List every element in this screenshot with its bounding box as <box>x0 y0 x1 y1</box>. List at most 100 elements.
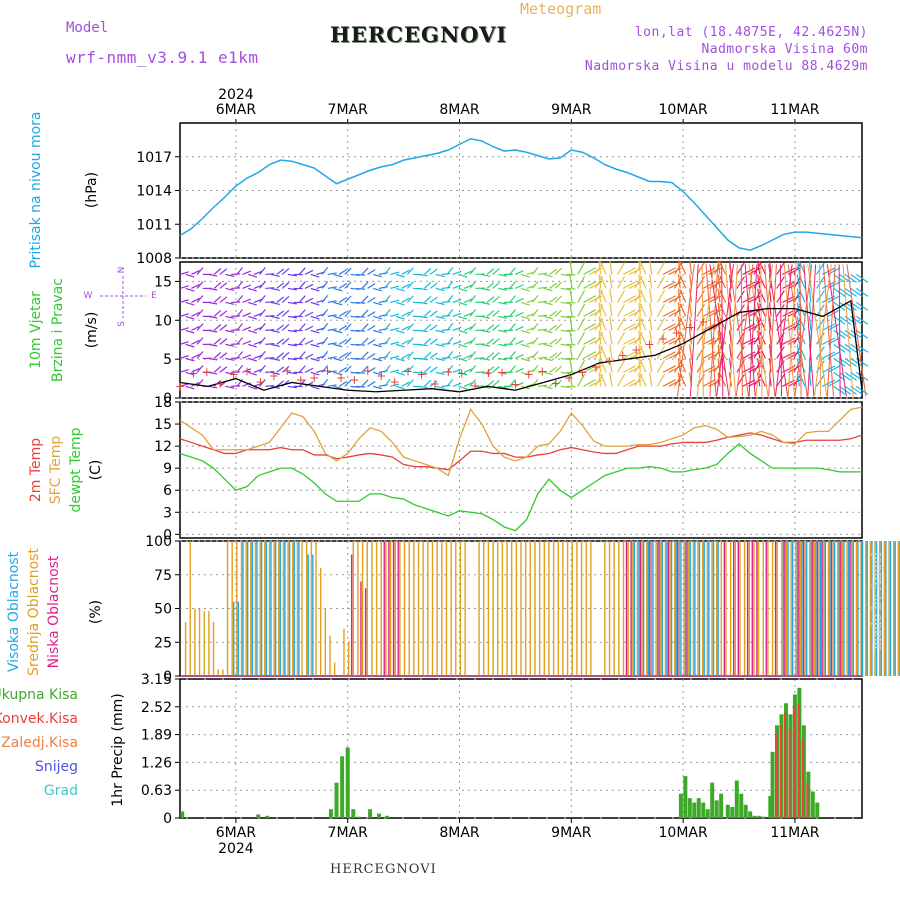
total-precip-bar <box>768 795 773 818</box>
compass-e: E <box>151 291 157 301</box>
total-precip-bar <box>678 793 683 818</box>
wind-barb <box>276 366 285 373</box>
wind-barb <box>702 281 716 289</box>
wind-barb <box>463 326 473 331</box>
wind-gust-marker: + <box>551 377 561 391</box>
wind-barb <box>287 371 297 375</box>
wind-barb <box>242 284 252 289</box>
wind-barb <box>350 301 360 304</box>
wind-barb <box>537 342 548 345</box>
wind-barb <box>736 262 745 275</box>
wind-barb <box>481 371 491 375</box>
wind-barb <box>384 267 391 275</box>
total-precip-bar <box>696 798 701 818</box>
total-precip-bar <box>743 804 748 818</box>
wind-barb <box>833 357 846 367</box>
wind-barb <box>736 318 745 331</box>
wind-barb <box>638 330 641 345</box>
wind-barb <box>401 325 410 331</box>
wind-barb <box>350 343 360 346</box>
conv-precip-bar <box>801 738 804 818</box>
wind-barb-strong <box>768 264 789 397</box>
wind-barb <box>509 379 516 387</box>
wind-barb <box>796 288 801 303</box>
wind-barb <box>242 368 252 373</box>
wind-barb <box>458 315 468 320</box>
wind-barb <box>350 287 360 290</box>
wind-barb <box>599 373 607 387</box>
wind-barb <box>469 323 477 331</box>
wind-barb <box>225 357 235 361</box>
wind-barb <box>679 303 687 317</box>
wind-barb <box>509 295 516 303</box>
wind-barb <box>638 344 641 359</box>
wind-barb <box>248 371 257 376</box>
wind-barb <box>656 332 666 345</box>
wind-barb <box>327 314 337 317</box>
clouds-ytick-label: 75 <box>154 568 172 584</box>
temperature-ytick-label: 15 <box>154 417 172 433</box>
wind-barb <box>191 339 200 345</box>
wind-barb <box>486 366 495 373</box>
wind-barb <box>276 338 285 345</box>
wind-barb <box>515 367 524 373</box>
wind-barb <box>599 303 607 317</box>
wind-barb <box>486 324 495 331</box>
wind-barb <box>435 357 445 362</box>
wind-barb <box>298 267 306 275</box>
conv-precip-bar <box>779 725 782 818</box>
wind-barb <box>844 371 857 381</box>
wind-gust-marker: + <box>631 343 641 357</box>
wind-barb <box>310 329 320 334</box>
sfc-temp-line <box>179 406 863 477</box>
wind-barb <box>265 287 275 290</box>
wind-barb <box>270 315 280 320</box>
wind-barb <box>327 286 337 290</box>
wind-barb <box>231 385 241 387</box>
wind-barb <box>520 301 530 306</box>
precip-legend-2: Zaledj.Kisa <box>1 735 78 751</box>
wind-barb-strong <box>721 264 724 397</box>
bottom-xtick-label: 7MAR <box>328 825 369 841</box>
precip-ytick-label: 3.15 <box>141 672 172 688</box>
temperature-ytick-label: 18 <box>154 395 172 411</box>
wind-barb <box>213 365 222 373</box>
wind-barb <box>728 302 732 317</box>
wind-barb <box>577 345 586 359</box>
wind-barb <box>265 357 275 359</box>
wind-barb-strong <box>787 264 808 397</box>
mid-cloud-axis-title: Srednja Oblacnost <box>26 548 42 676</box>
wind-barb <box>270 301 280 306</box>
wind-barb <box>259 281 266 289</box>
wind-barb <box>373 301 383 306</box>
wind-barb <box>662 309 676 317</box>
wind-barb <box>598 344 602 359</box>
wind-barb <box>423 337 432 345</box>
wind-barb <box>638 316 641 331</box>
wind-barb <box>344 281 352 289</box>
wind-barb <box>265 384 275 387</box>
wind-barb <box>742 351 756 359</box>
wind-barb <box>481 287 491 291</box>
wind-barb <box>623 267 636 275</box>
wind-barb <box>583 309 597 317</box>
signature: made by Angel <box>870 552 885 650</box>
wind-barb <box>509 281 516 289</box>
clouds-unit: (%) <box>88 600 104 624</box>
wind-gust-marker: + <box>443 365 453 379</box>
wind-barb <box>390 355 400 359</box>
wind-barb <box>361 267 369 275</box>
wind-barb <box>344 309 352 317</box>
wind-barb <box>208 273 218 277</box>
wind-barb <box>838 343 852 353</box>
wind-barb <box>361 351 369 359</box>
wind-barb <box>543 357 553 362</box>
precip-axis-title: 1hr Precip (mm) <box>110 693 126 806</box>
wind-barb <box>395 343 405 348</box>
wind-barb <box>679 261 687 275</box>
wind-barb <box>679 289 687 303</box>
wind-barb <box>191 367 200 373</box>
total-precip-bar <box>356 816 361 818</box>
wind-barb <box>338 366 348 373</box>
